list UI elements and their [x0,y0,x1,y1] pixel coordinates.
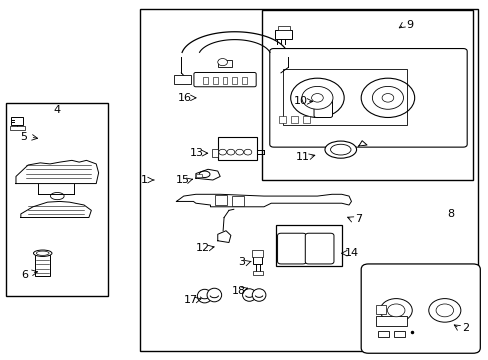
Text: 5: 5 [20,132,27,142]
FancyBboxPatch shape [194,72,256,87]
Bar [375,305,385,314]
Ellipse shape [330,144,350,155]
Circle shape [217,59,227,66]
Text: 1: 1 [141,175,148,185]
Circle shape [435,304,453,317]
Bar [253,271,263,275]
FancyBboxPatch shape [277,233,305,264]
Bar [275,30,291,39]
Circle shape [386,304,404,317]
Bar [232,77,237,84]
Text: 13: 13 [189,148,203,158]
Bar [377,332,388,337]
Bar [10,126,25,130]
Bar [278,116,285,123]
Bar [211,149,217,157]
Bar [203,77,207,84]
Ellipse shape [252,289,265,301]
Text: 9: 9 [406,19,412,30]
Bar [393,332,404,337]
Text: 16: 16 [178,93,192,103]
Text: 12: 12 [196,243,210,253]
Bar [217,137,256,160]
Bar [242,77,246,84]
Circle shape [301,86,332,109]
Polygon shape [176,194,351,207]
Bar [232,196,244,206]
FancyBboxPatch shape [269,49,466,147]
Circle shape [244,149,251,155]
Bar [215,195,227,205]
Circle shape [428,298,460,322]
Bar [277,26,289,30]
Circle shape [381,94,393,102]
Bar [11,117,23,125]
FancyBboxPatch shape [361,264,479,353]
Polygon shape [16,160,99,184]
Circle shape [361,78,414,117]
Text: 18: 18 [231,286,245,296]
Bar [140,9,477,351]
Polygon shape [217,231,230,243]
FancyBboxPatch shape [305,233,333,264]
Bar [283,69,407,125]
Ellipse shape [325,141,356,158]
Text: 15: 15 [176,175,190,185]
Ellipse shape [33,250,52,256]
Text: 10: 10 [293,96,307,107]
Text: 8: 8 [447,209,454,219]
Polygon shape [196,169,220,180]
Bar [222,77,227,84]
Circle shape [290,78,344,117]
Polygon shape [21,202,91,217]
Text: 4: 4 [54,105,61,115]
Bar [174,75,191,84]
Ellipse shape [36,251,49,255]
Text: 3: 3 [238,257,245,267]
Bar [217,60,232,67]
Circle shape [311,94,323,102]
Text: 11: 11 [295,152,309,162]
Bar [302,116,309,123]
Ellipse shape [206,288,221,302]
Bar [6,103,108,296]
Bar [276,225,341,266]
Text: 17: 17 [183,295,198,305]
Circle shape [379,298,411,322]
Ellipse shape [242,289,256,301]
Bar [253,253,262,264]
Bar [35,255,50,276]
Bar [375,316,407,327]
Polygon shape [358,141,366,146]
Circle shape [372,86,403,109]
Bar [212,77,217,84]
Circle shape [218,149,226,155]
Bar [252,250,263,257]
Bar [196,174,202,177]
Circle shape [235,149,243,155]
Text: 2: 2 [461,323,468,333]
Text: 6: 6 [21,270,28,280]
Bar [261,10,472,180]
Text: 14: 14 [344,248,358,258]
Circle shape [226,149,234,155]
FancyBboxPatch shape [313,99,332,117]
Text: 7: 7 [354,214,362,224]
Bar [290,116,297,123]
Ellipse shape [197,289,211,303]
